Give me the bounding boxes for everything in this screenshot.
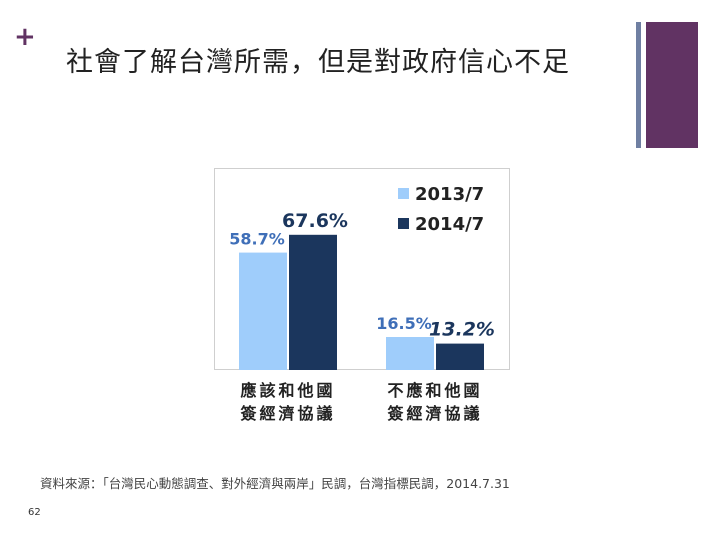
legend-swatch-1 (398, 218, 409, 229)
category-label-0-line-1: 簽經濟協議 (239, 404, 335, 423)
category-label-0-line-0: 應該和他國 (240, 381, 335, 400)
accent-bar-thin (636, 22, 641, 148)
plot-border (214, 168, 510, 370)
bar-chart: 2013/7 2014/7 58.7%67.6% 16.5%13.2% 應該和他國簽… (214, 168, 510, 423)
category-label-1-line-1: 簽經濟協議 (386, 404, 482, 423)
bar-0-1 (289, 234, 337, 370)
legend-swatch-0 (398, 188, 409, 199)
bar-1-1 (436, 343, 484, 370)
category-label-1-line-0: 不應和他國 (387, 381, 482, 400)
accent-bar-thick (646, 22, 698, 148)
source-note: 資料來源：「台灣民心動態調查、對外經濟與兩岸」民調，台灣指標民調，2014.7.… (40, 476, 510, 491)
data-label-0-1: 67.6% (282, 210, 348, 232)
data-label-1-1: 13.2% (429, 319, 495, 341)
data-label-1-0: 16.5% (376, 314, 432, 333)
plus-icon: + (14, 22, 36, 52)
chart-frame: 2013/7 2014/7 58.7% 67.6% 16.5% 13.2% 應該和他國簽… (214, 168, 510, 432)
bar-0-0 (239, 252, 287, 370)
legend-label-1: 2014/7 (415, 214, 484, 235)
slide-title: 社會了解台灣所需，但是對政府信心不足 (66, 47, 570, 78)
bar-group (239, 234, 484, 370)
bar-1-0 (386, 337, 434, 370)
legend-label-0: 2013/7 (415, 184, 484, 205)
chart-legend: 2013/7 2014/7 (398, 184, 484, 235)
data-label-group: 58.7%67.6% 16.5%13.2% (229, 210, 495, 341)
page-number: 62 (28, 507, 41, 518)
data-label-0-0: 58.7% (229, 230, 285, 249)
